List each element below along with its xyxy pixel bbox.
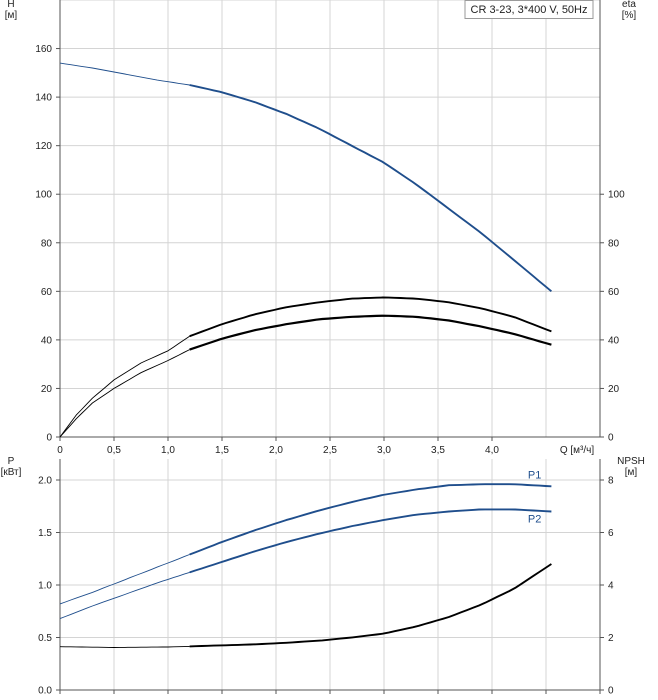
curve-extension-0-2	[59, 349, 190, 438]
curve-extension-1-2	[59, 645, 190, 648]
legend-box	[464, 0, 594, 19]
left-tick-label: 140	[35, 93, 52, 104]
left-axis-name: P	[8, 456, 15, 467]
left-tick-label: 120	[35, 141, 52, 152]
right-tick-label: 0	[608, 433, 614, 444]
left-tick-label: 0.0	[38, 686, 52, 697]
right-tick-label: 8	[608, 476, 614, 487]
left-tick-label: 40	[41, 335, 53, 346]
x-tick-label: 3,5	[431, 445, 445, 456]
left-tick-label: 1.0	[38, 581, 52, 592]
right-tick-label: 4	[608, 581, 614, 592]
series-label-p1: P1	[528, 469, 541, 481]
left-tick-label: 0.5	[38, 633, 52, 644]
curve-duty-range-1-1	[189, 508, 552, 574]
curve-duty-range-0-0	[189, 84, 553, 293]
curve-duty-range-0-2	[189, 314, 552, 351]
head-efficiency-chart: 0 20 40 60 80 100 120 140 160 0 20 40 60 80 100 H[м] eta…	[5, 0, 637, 456]
x-tick-label: 4,0	[485, 445, 499, 456]
right-axis-unit: [%]	[622, 10, 637, 21]
right-tick-label: 20	[608, 384, 620, 395]
curve-duty-range-0-1	[189, 296, 552, 338]
power-npsh-chart: 0.0 0.5 1.0 1.5 2.0 0 2 4 6 8 P[кВт] NPSH[м] P1 P2	[1, 456, 645, 697]
curve-duty-range-1-0	[189, 483, 552, 556]
curve-extension-1-1	[59, 571, 190, 620]
left-tick-label: 1.5	[38, 528, 52, 539]
left-axis-name: H	[7, 0, 14, 10]
left-tick-label: 100	[35, 190, 52, 201]
curve-extension-0-0	[59, 62, 190, 86]
x-tick-label: 1,5	[215, 445, 229, 456]
left-tick-label: 20	[41, 384, 53, 395]
right-tick-label: 100	[608, 190, 625, 201]
left-axis-unit: [кВт]	[1, 467, 22, 478]
left-axis-unit: [м]	[5, 10, 18, 21]
x-tick-label: 2,5	[323, 445, 337, 456]
right-tick-label: 6	[608, 528, 614, 539]
left-tick-label: 2.0	[38, 476, 52, 487]
x-tick-label: 0	[57, 445, 63, 456]
left-tick-label: 0	[46, 433, 52, 444]
x-tick-label: 1,0	[161, 445, 175, 456]
left-tick-label: 60	[41, 287, 53, 298]
x-tick-label: 2,0	[269, 445, 283, 456]
curve-duty-range-1-2	[189, 563, 552, 648]
right-tick-label: 80	[608, 238, 620, 249]
right-tick-label: 2	[608, 633, 614, 644]
right-axis-name: eta	[622, 0, 636, 10]
x-tick-label: 3,0	[377, 445, 391, 456]
right-tick-label: 0	[608, 686, 614, 697]
right-axis-unit: [м]	[625, 467, 638, 478]
curve-extension-0-1	[59, 335, 190, 438]
left-tick-label: 80	[41, 238, 53, 249]
right-tick-label: 40	[608, 335, 620, 346]
curve-extension-1-0	[59, 554, 190, 605]
x-tick-label: 0,5	[107, 445, 121, 456]
series-label-p2: P2	[528, 514, 541, 526]
legend-text: CR 3-23, 3*400 V, 50Hz	[471, 4, 588, 16]
left-tick-label: 160	[35, 44, 52, 55]
x-axis-title: Q [м³/ч]	[560, 445, 595, 456]
right-tick-label: 60	[608, 287, 620, 298]
right-axis-name: NPSH	[617, 456, 645, 467]
